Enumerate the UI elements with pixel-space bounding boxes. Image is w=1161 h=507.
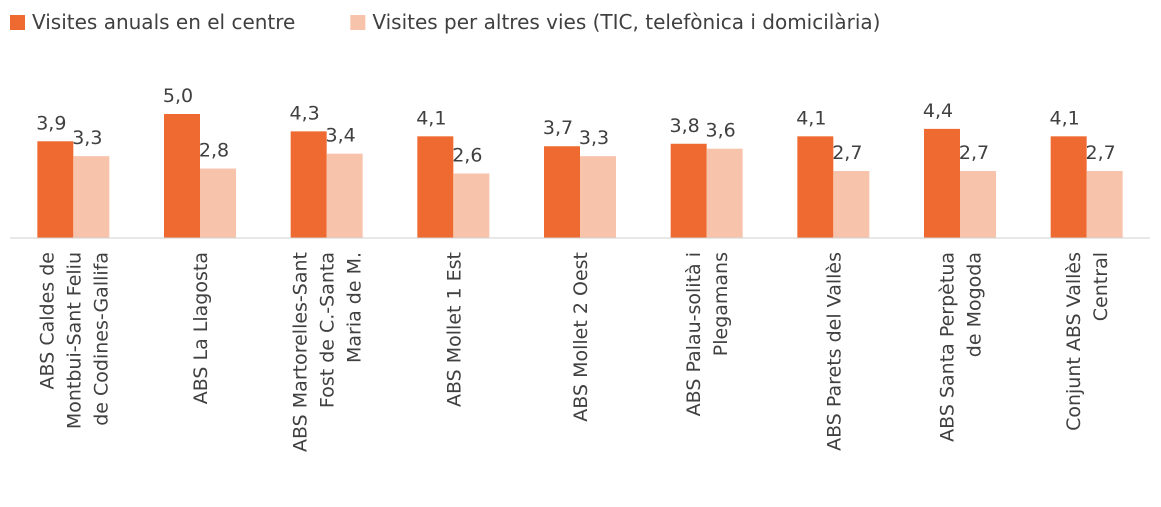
data-label: 3,8 [670, 115, 700, 137]
bar [1086, 171, 1123, 238]
data-label: 2,6 [452, 145, 482, 167]
legend-swatch [350, 15, 366, 30]
bar [670, 143, 707, 238]
bar [833, 171, 870, 238]
bar [290, 131, 327, 238]
data-label: 3,3 [72, 127, 102, 149]
data-label: 2,7 [1086, 142, 1116, 164]
bar [326, 153, 363, 238]
bar [924, 128, 960, 238]
x-tick-label: Conjunt ABS Vallès Central [1063, 252, 1112, 431]
bar [453, 173, 490, 238]
data-label: 4,4 [923, 100, 953, 122]
data-label: 2,7 [959, 142, 989, 164]
bar [960, 171, 996, 238]
x-tick-label: ABS La Llagosta [190, 252, 212, 404]
x-tick-label: ABS Caldes de Montbui-Sant Feliu de Codine… [36, 252, 112, 429]
bar [164, 114, 200, 238]
data-label: 4,3 [290, 102, 320, 124]
bar [1050, 136, 1087, 238]
data-label: 2,7 [832, 142, 862, 164]
data-label: 3,9 [36, 112, 66, 134]
bar [544, 146, 580, 238]
data-label: 5,0 [163, 85, 193, 107]
x-tick-label: ABS Parets del Vallès [823, 252, 845, 451]
data-label: 3,7 [543, 117, 573, 139]
x-tick-label: ABS Mollet 2 Oest [570, 252, 592, 422]
x-tick-label: ABS Palau-solità i Plegamans [683, 252, 732, 416]
data-label: 4,1 [416, 107, 446, 129]
legend-label: Visites anuals en el centre [32, 10, 295, 34]
bar [200, 168, 236, 238]
x-tick-label: ABS Mollet 1 Est [443, 252, 465, 407]
data-label: 2,8 [199, 140, 229, 162]
bar [580, 156, 616, 238]
data-label: 3,6 [706, 120, 736, 142]
data-label: 3,4 [326, 125, 356, 147]
bar [706, 148, 743, 238]
data-label: 4,1 [796, 107, 826, 129]
bar [417, 136, 454, 238]
bar [797, 136, 834, 238]
bar [37, 141, 74, 238]
data-label: 3,3 [579, 127, 609, 149]
x-tick-label: ABS Martorelles-Sant Fost de C.-Santa Mari… [290, 252, 366, 452]
bar [73, 156, 110, 238]
legend-swatch [10, 15, 25, 30]
x-tick-label: ABS Santa Perpètua de Mogoda [937, 252, 986, 442]
legend-label: Visites per altres vies (TIC, telefònica… [372, 10, 880, 34]
data-label: 4,1 [1050, 107, 1080, 129]
